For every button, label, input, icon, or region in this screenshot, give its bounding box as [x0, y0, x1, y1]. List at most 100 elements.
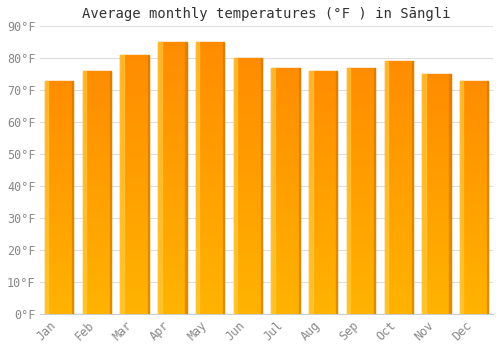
Bar	[309, 212, 338, 214]
Bar	[422, 120, 450, 122]
Bar	[45, 260, 74, 262]
Bar	[234, 309, 262, 312]
Bar	[422, 161, 450, 163]
Bar	[384, 200, 413, 203]
Bar	[158, 257, 186, 260]
Bar	[384, 223, 413, 225]
Bar	[272, 235, 299, 238]
Bar	[309, 275, 338, 278]
Bar	[384, 296, 413, 299]
Bar	[158, 86, 186, 89]
Bar	[272, 100, 299, 102]
Bar	[347, 201, 375, 203]
Bar	[347, 80, 375, 83]
Bar	[460, 80, 464, 314]
Bar	[347, 208, 375, 211]
Bar	[384, 69, 413, 71]
Bar	[384, 92, 413, 94]
Bar	[422, 146, 450, 148]
Bar	[196, 287, 224, 289]
Bar	[83, 117, 111, 120]
Bar	[120, 130, 149, 133]
Bar	[158, 200, 186, 203]
Bar	[422, 242, 450, 244]
Bar	[309, 103, 338, 105]
Bar	[384, 220, 413, 223]
Bar	[120, 138, 149, 140]
Bar	[384, 286, 413, 289]
Bar	[196, 205, 224, 208]
Bar	[460, 265, 488, 267]
Bar	[234, 120, 262, 122]
Bar	[234, 107, 262, 109]
Bar	[120, 278, 149, 280]
Bar	[83, 297, 111, 299]
Bar	[120, 86, 149, 89]
Bar	[272, 208, 299, 211]
Bar	[422, 302, 450, 304]
Bar	[158, 287, 186, 289]
Bar	[309, 205, 338, 207]
Bar	[272, 243, 299, 245]
Bar	[460, 228, 488, 230]
Bar	[120, 223, 149, 226]
Bar	[272, 250, 299, 252]
Bar	[196, 75, 224, 78]
Bar	[272, 90, 299, 92]
Bar	[83, 285, 111, 287]
Bar	[309, 95, 338, 98]
Bar	[460, 276, 488, 279]
Bar	[196, 91, 224, 94]
Bar	[422, 144, 450, 146]
Bar	[272, 186, 299, 188]
Bar	[120, 97, 149, 99]
Bar	[272, 245, 299, 247]
Bar	[309, 159, 338, 161]
Bar	[309, 149, 338, 151]
Bar	[234, 265, 262, 268]
Bar	[45, 288, 74, 290]
Bar	[272, 287, 299, 289]
Bar	[384, 132, 413, 135]
Bar	[384, 77, 413, 79]
Bar	[158, 260, 186, 262]
Bar	[158, 113, 186, 116]
Bar	[45, 228, 74, 230]
Bar	[45, 197, 74, 199]
Bar	[460, 160, 488, 162]
Bar	[309, 217, 338, 219]
Bar	[309, 260, 338, 263]
Bar	[422, 93, 450, 96]
Bar	[45, 176, 74, 178]
Bar	[309, 280, 338, 282]
Bar	[384, 79, 413, 82]
Bar	[309, 141, 338, 144]
Bar	[384, 140, 413, 142]
Bar	[158, 240, 186, 243]
Bar	[196, 273, 224, 276]
Bar	[234, 158, 262, 161]
Bar	[272, 191, 299, 193]
Bar	[384, 99, 413, 102]
Bar	[120, 241, 149, 244]
Bar	[347, 307, 375, 309]
Bar	[422, 290, 450, 292]
Bar	[45, 302, 74, 304]
Bar	[347, 142, 375, 144]
Bar	[158, 308, 186, 311]
Bar	[422, 108, 450, 110]
Bar	[196, 227, 224, 230]
Bar	[272, 228, 299, 230]
Bar	[234, 201, 262, 204]
Bar	[158, 224, 186, 227]
Bar	[45, 190, 74, 192]
Bar	[45, 94, 74, 97]
Bar	[196, 284, 224, 287]
Bar	[460, 298, 488, 300]
Bar	[196, 143, 224, 146]
Bar	[460, 223, 488, 225]
Bar	[347, 292, 375, 294]
Bar	[120, 306, 149, 309]
Bar	[196, 192, 224, 194]
Bar	[272, 255, 299, 257]
